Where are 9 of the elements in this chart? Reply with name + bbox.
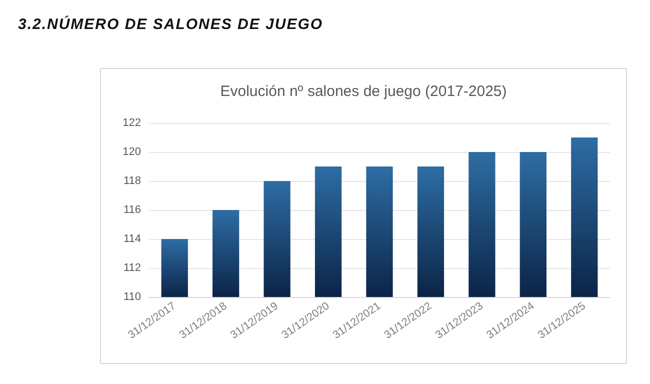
chart-subtitle: Evolución nº salones de juego (2017-2025) [220,83,507,100]
y-tick-label: 112 [123,262,141,274]
chart-title: 3.2.NÚMERO DE SALONES DE JUEGO [18,16,324,33]
y-tick-label: 114 [123,233,141,245]
y-tick-label: 110 [123,291,141,303]
y-tick-label: 116 [123,204,141,216]
y-tick-label: 120 [122,146,141,158]
y-tick-label: 118 [123,175,141,187]
y-tick-label: 122 [122,117,141,129]
